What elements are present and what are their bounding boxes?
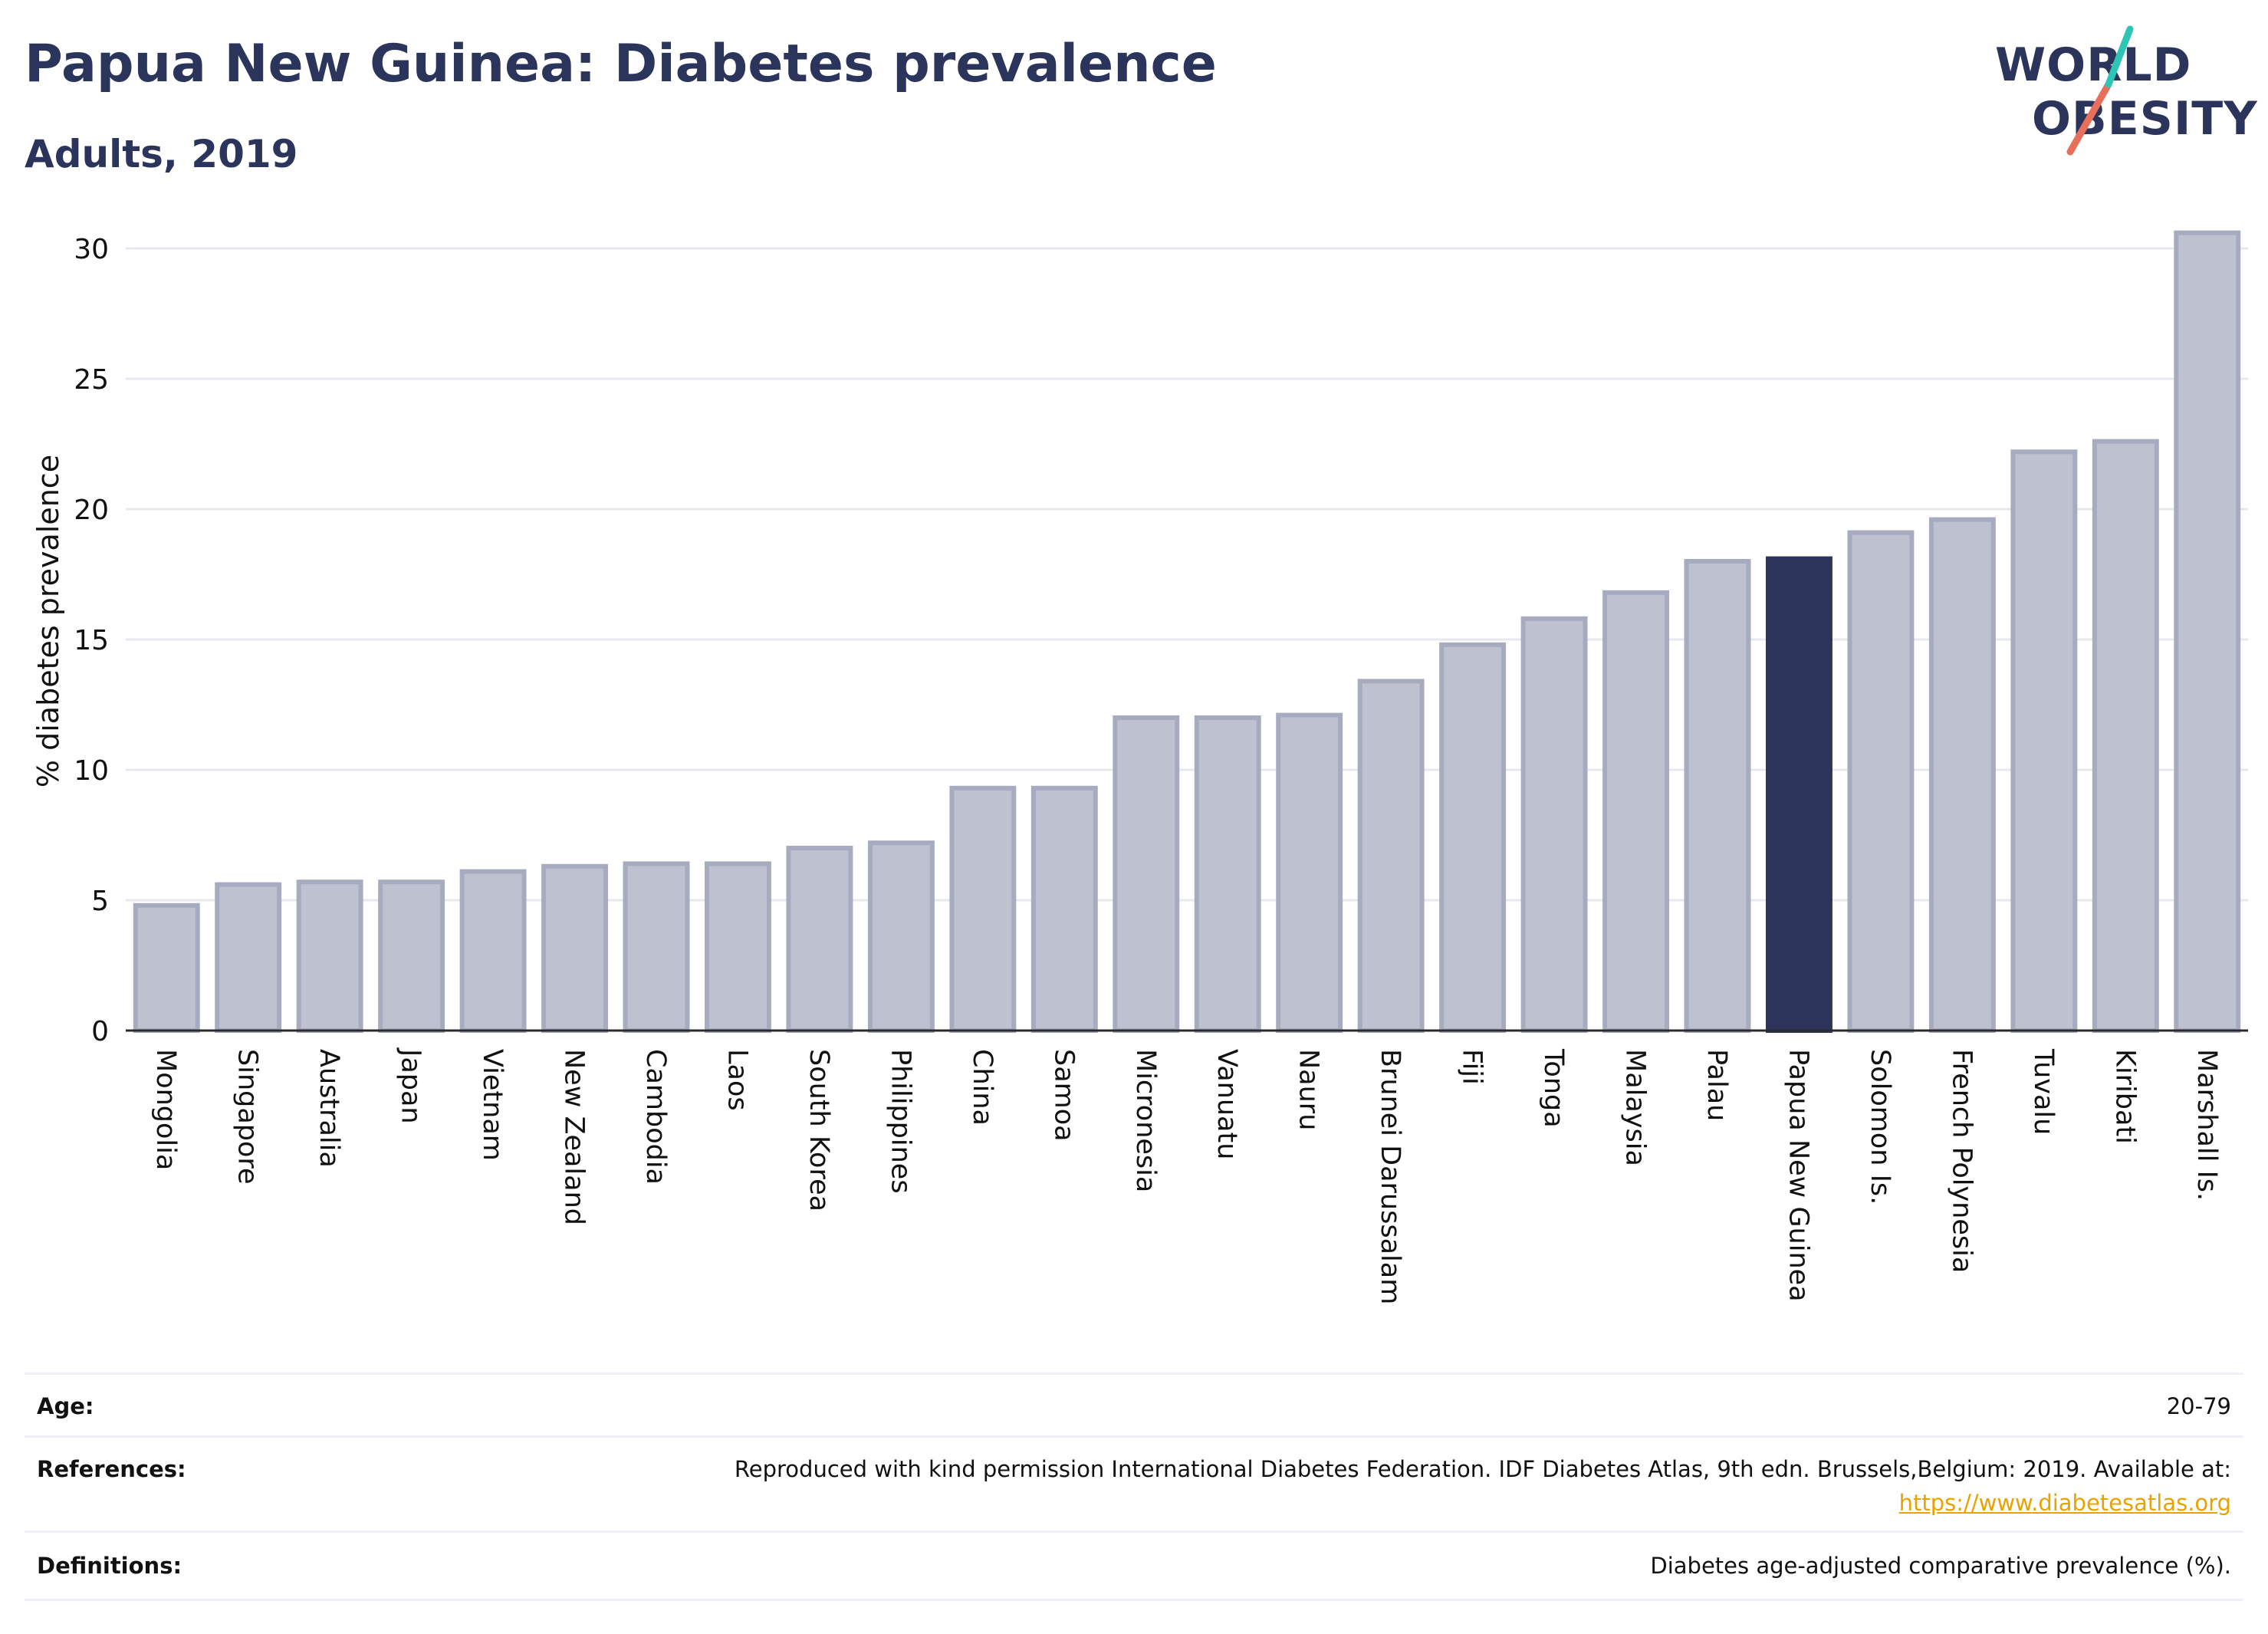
- bar-mongolia: [133, 902, 200, 1034]
- bar-papua-new-guinea: [1766, 556, 1832, 1033]
- x-tick-label: New Zealand: [559, 1049, 590, 1225]
- x-tick-label: Vanuatu: [1211, 1049, 1242, 1159]
- y-tick-label: 25: [74, 364, 109, 396]
- bar-chart: 0 5 10 15 20 25 30 Mongolia Singapore Australia Ja…: [31, 230, 2248, 1304]
- bar-brunei-darussalam: [1357, 679, 1425, 1034]
- bar-malaysia: [1602, 590, 1669, 1033]
- bar-china: [949, 785, 1017, 1034]
- references-text: Reproduced with kind permission Internat…: [734, 1456, 2231, 1482]
- age-label: Age:: [37, 1393, 94, 1419]
- x-tick-label: Philippines: [885, 1049, 915, 1194]
- bar-australia: [296, 879, 363, 1033]
- page-subtitle: Adults, 2019: [25, 132, 298, 176]
- info-row-definitions: Definitions: Diabetes age-adjusted compa…: [25, 1530, 2243, 1601]
- bar-solomon-is: [1847, 530, 1915, 1033]
- logo-text-world: WORLD: [1995, 38, 2192, 92]
- definitions-label: Definitions:: [37, 1553, 182, 1579]
- x-tick-label: Solomon Is.: [1865, 1049, 1895, 1205]
- bar-micronesia: [1113, 715, 1180, 1033]
- references-label: References:: [37, 1456, 186, 1482]
- x-tick-label: Marshall Is.: [2191, 1049, 2222, 1201]
- x-tick-label: China: [967, 1049, 998, 1126]
- bar-philippines: [867, 840, 935, 1033]
- bar-south-korea: [786, 846, 853, 1033]
- bar-kiribati: [2092, 439, 2159, 1033]
- logo-slash-icon: [2066, 25, 2134, 156]
- axes: 0 5 10 15 20 25 30 Mongolia Singapore Australia Ja…: [74, 234, 2248, 1304]
- definitions-value: Diabetes age-adjusted comparative preval…: [1650, 1553, 2231, 1579]
- x-tick-label: Tonga: [1538, 1048, 1569, 1128]
- age-value: 20-79: [2166, 1393, 2231, 1419]
- info-row-age: Age: 20-79: [25, 1373, 2243, 1438]
- y-tick-label: 20: [74, 495, 109, 526]
- page-title: Papua New Guinea: Diabetes prevalence: [25, 34, 1217, 94]
- info-row-references: References: Reproduced with kind permiss…: [25, 1435, 2243, 1533]
- bar-palau: [1684, 559, 1751, 1033]
- bar-vanuatu: [1194, 715, 1261, 1033]
- bar-laos: [705, 861, 771, 1034]
- references-link[interactable]: https://www.diabetesatlas.org: [1898, 1490, 2231, 1516]
- world-obesity-logo: WORLD OBESITY: [1994, 23, 2257, 161]
- x-tick-label: Palau: [1701, 1049, 1732, 1121]
- x-tick-label: Japan: [396, 1047, 426, 1124]
- y-tick-label: 15: [74, 625, 109, 656]
- y-tick-label: 5: [91, 886, 109, 917]
- x-tick-label: South Korea: [804, 1049, 834, 1212]
- x-tick-label: Malaysia: [1620, 1049, 1651, 1166]
- bar-nauru: [1276, 712, 1343, 1033]
- y-tick-label: 0: [91, 1016, 109, 1047]
- x-tick-label: Samoa: [1048, 1049, 1079, 1142]
- bar-cambodia: [623, 861, 690, 1034]
- x-tick-label: Tuvalu: [2028, 1048, 2059, 1135]
- bars: [133, 230, 2241, 1034]
- y-axis-label: % diabetes prevalence: [31, 455, 65, 787]
- bar-tuvalu: [2010, 449, 2078, 1033]
- bar-fiji: [1439, 642, 1507, 1033]
- x-tick-label: Fiji: [1457, 1049, 1487, 1085]
- y-tick-label: 10: [74, 755, 109, 787]
- x-tick-label: Australia: [314, 1049, 344, 1168]
- x-tick-label: Brunei Darussalam: [1375, 1049, 1405, 1304]
- x-tick-label: Cambodia: [640, 1049, 671, 1185]
- bar-new-zealand: [541, 863, 608, 1034]
- x-tick-label: Vietnam: [477, 1049, 508, 1161]
- logo-text-obesity: OBESITY: [2032, 92, 2258, 146]
- bar-marshall-is: [2174, 230, 2241, 1034]
- x-tick-label: Nauru: [1293, 1049, 1324, 1130]
- x-tick-label: Kiribati: [2109, 1049, 2140, 1144]
- bar-vietnam: [459, 869, 527, 1033]
- x-tick-label: French Polynesia: [1946, 1049, 1977, 1273]
- bar-japan: [378, 879, 445, 1033]
- bar-french-polynesia: [1928, 517, 1996, 1033]
- y-tick-label: 30: [74, 234, 109, 265]
- bar-samoa: [1030, 785, 1098, 1034]
- x-tick-label: Papua New Guinea: [1783, 1049, 1813, 1302]
- bar-tonga: [1520, 616, 1588, 1033]
- x-tick-label: Laos: [721, 1049, 752, 1111]
- x-tick-label: Singapore: [232, 1049, 263, 1185]
- x-tick-label: Mongolia: [150, 1049, 181, 1170]
- x-tick-label: Micronesia: [1130, 1049, 1161, 1192]
- bar-singapore: [215, 882, 282, 1033]
